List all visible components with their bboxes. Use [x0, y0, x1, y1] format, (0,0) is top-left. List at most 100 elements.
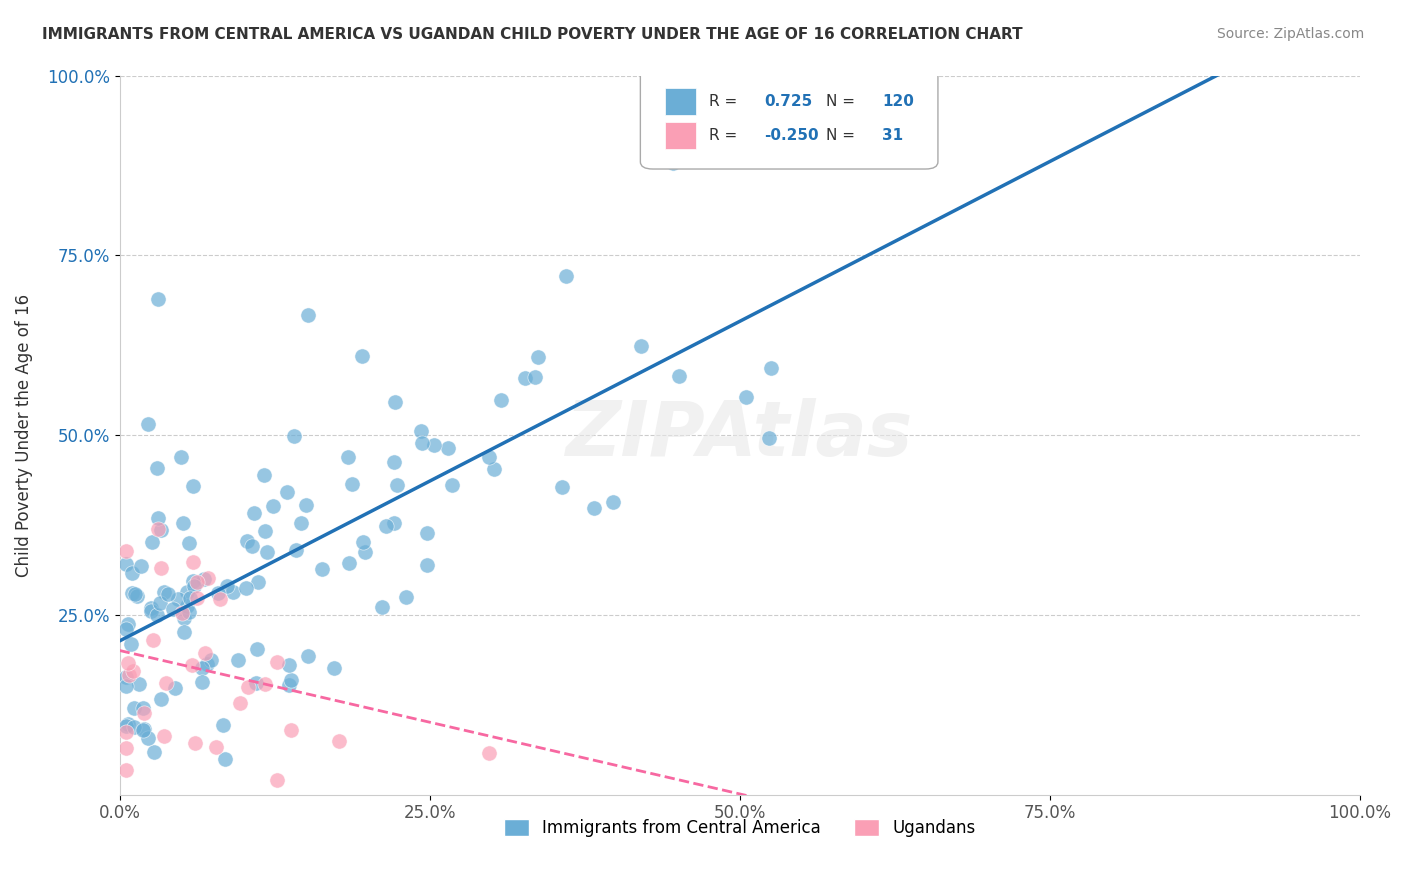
Text: N =: N =: [827, 128, 855, 143]
Point: [142, 632, 165, 647]
Point: [222, 585, 245, 599]
Text: R =: R =: [709, 94, 737, 109]
Point: [295, 499, 318, 513]
Bar: [665, 87, 696, 115]
Point: [374, 519, 396, 533]
Point: [527, 350, 550, 364]
Point: [190, 661, 212, 675]
Point: [117, 717, 139, 731]
Point: [668, 369, 690, 384]
Point: [141, 535, 163, 549]
FancyBboxPatch shape: [640, 69, 938, 169]
Text: -0.250: -0.250: [765, 128, 818, 143]
Point: [478, 746, 501, 760]
Point: [170, 606, 193, 620]
Point: [337, 556, 360, 570]
Point: [423, 438, 446, 452]
Point: [246, 642, 269, 657]
Point: [253, 468, 276, 483]
Point: [235, 582, 257, 596]
Point: [167, 591, 190, 606]
Point: [262, 500, 284, 514]
Point: [194, 646, 217, 660]
Point: [173, 625, 195, 640]
Point: [661, 156, 683, 170]
Point: [156, 587, 179, 601]
Point: [440, 478, 463, 492]
Point: [630, 339, 652, 353]
Point: [120, 637, 142, 651]
Point: [278, 678, 301, 692]
Point: [176, 599, 198, 613]
Point: [125, 590, 148, 604]
Point: [114, 670, 136, 684]
Point: [283, 429, 305, 443]
Point: [205, 740, 228, 755]
Point: [276, 485, 298, 500]
Point: [179, 591, 201, 605]
Point: [266, 655, 288, 669]
Point: [551, 480, 574, 494]
Point: [409, 425, 432, 439]
Point: [186, 574, 208, 589]
Point: [162, 601, 184, 615]
Point: [207, 585, 229, 599]
Point: [193, 572, 215, 586]
Point: [148, 522, 170, 536]
Text: ZIPAtlas: ZIPAtlas: [565, 398, 914, 472]
Point: [181, 555, 204, 569]
Point: [132, 722, 155, 736]
Point: [146, 461, 169, 475]
Point: [336, 450, 359, 464]
Point: [212, 718, 235, 732]
Point: [150, 523, 173, 537]
Point: [382, 455, 405, 469]
Point: [128, 676, 150, 690]
Point: [153, 729, 176, 743]
Point: [352, 535, 374, 549]
Point: [311, 562, 333, 576]
Point: [228, 697, 250, 711]
Point: [114, 558, 136, 572]
Point: [172, 516, 194, 530]
Point: [489, 393, 512, 408]
Point: [323, 661, 346, 675]
Point: [173, 611, 195, 625]
Point: [297, 308, 319, 322]
Point: [602, 495, 624, 509]
Point: [240, 539, 263, 553]
Point: [114, 544, 136, 558]
Point: [735, 390, 758, 404]
Point: [122, 700, 145, 714]
Text: 120: 120: [882, 94, 914, 109]
Point: [370, 600, 392, 615]
Point: [254, 677, 277, 691]
Point: [228, 653, 250, 667]
Point: [176, 585, 198, 599]
Point: [177, 536, 200, 550]
Point: [114, 724, 136, 739]
Point: [121, 586, 143, 600]
Point: [146, 510, 169, 524]
Point: [136, 417, 159, 431]
Point: [121, 566, 143, 580]
Point: [243, 507, 266, 521]
Text: N =: N =: [827, 94, 855, 109]
Point: [254, 524, 277, 539]
Point: [245, 675, 267, 690]
Point: [122, 664, 145, 678]
Point: [180, 658, 202, 673]
Point: [352, 349, 374, 363]
Point: [266, 773, 288, 788]
Point: [290, 516, 312, 531]
Point: [761, 360, 783, 375]
Point: [117, 656, 139, 670]
Point: [758, 431, 780, 445]
Point: [132, 723, 155, 737]
Point: [149, 596, 172, 610]
Point: [209, 591, 232, 606]
Point: [129, 558, 152, 573]
Point: [436, 441, 458, 455]
Point: [149, 561, 172, 575]
Point: [118, 668, 141, 682]
